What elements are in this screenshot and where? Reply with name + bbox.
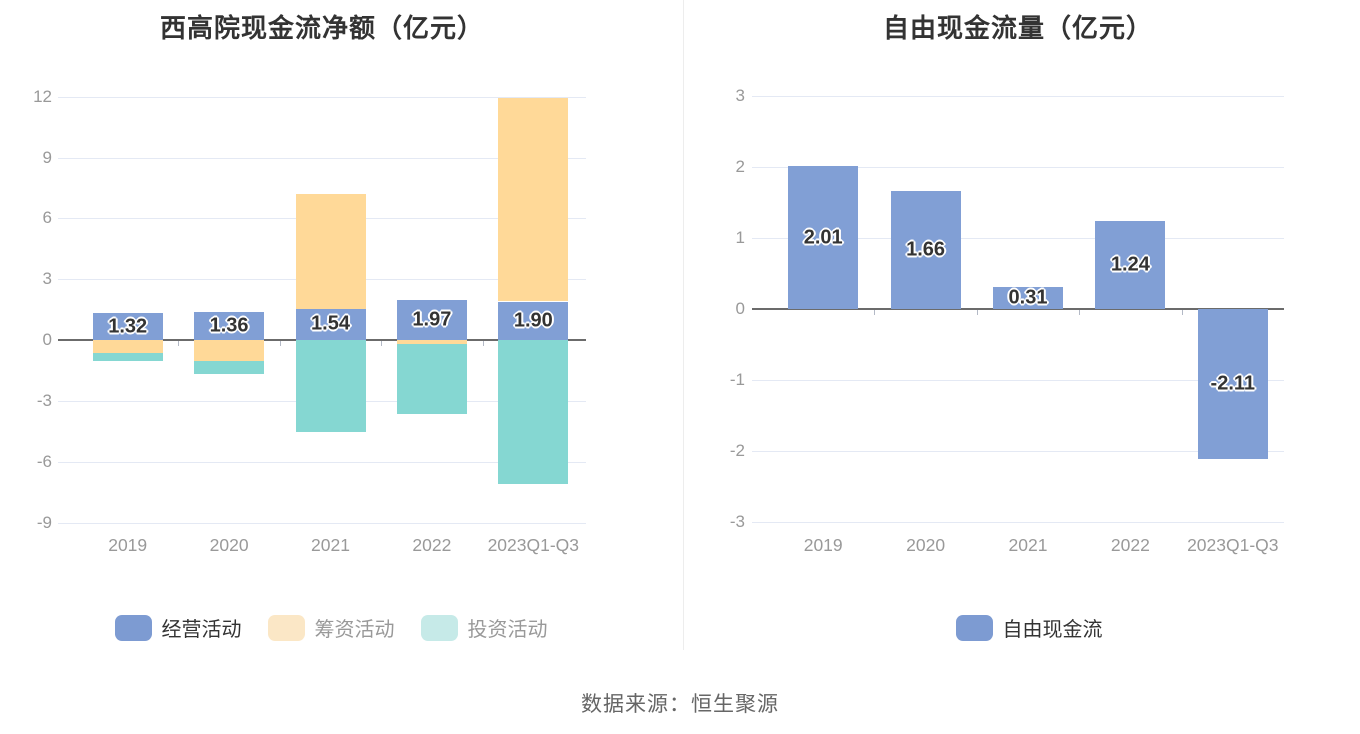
gridline-y--1 [752, 380, 1284, 381]
bar-投资活动-2023Q1-Q3[interactable] [498, 340, 569, 484]
x-axis-label: 2020 [209, 535, 249, 555]
legend-item-投资活动[interactable]: 投资活动 [420, 613, 548, 642]
bar-经营活动-2022[interactable] [396, 300, 467, 340]
x-axis-line [752, 308, 1284, 310]
legend-item-经营活动[interactable]: 经营活动 [114, 613, 242, 642]
x-axis-tick [482, 341, 484, 346]
y-axis-label: 0 [735, 299, 745, 318]
left-chart-legend: 经营活动 筹资活动 投资活动 [21, 613, 641, 642]
bar-投资活动-2019[interactable] [92, 353, 163, 361]
legend-label: 自由现金流 [1002, 619, 1103, 641]
legend-label: 投资活动 [467, 619, 548, 641]
x-axis-tick [381, 341, 383, 346]
y-axis-label: 6 [42, 208, 52, 228]
gridline-y-9 [58, 157, 586, 159]
bar-经营活动-2021[interactable] [295, 308, 366, 340]
y-axis-label: -3 [36, 390, 52, 410]
x-axis-label: 2023Q1-Q3 [1187, 535, 1279, 555]
bar-筹资活动-2021[interactable] [295, 194, 366, 309]
right-chart-legend: 自由现金流 [719, 613, 1339, 642]
gridline-y--6 [58, 461, 586, 463]
value-label: 1.66 [906, 238, 946, 261]
right-chart-title: 自由现金流量（亿元） [882, 13, 1153, 43]
bar-投资活动-2020[interactable] [194, 361, 265, 375]
bar-筹资活动-2019[interactable] [92, 340, 163, 353]
gridline-y-3 [752, 96, 1284, 97]
x-axis-tick [874, 310, 876, 315]
gridline-y--9 [58, 522, 586, 524]
x-axis-tick [976, 310, 978, 315]
value-label: 1.54 [311, 312, 350, 335]
x-axis-tick [178, 341, 180, 346]
x-axis-label: 2023Q1-Q3 [487, 535, 580, 555]
legend-item-筹资活动[interactable]: 筹资活动 [267, 613, 395, 642]
y-axis-label: -9 [36, 512, 52, 532]
legend-label: 经营活动 [161, 619, 242, 641]
x-axis-label: 2022 [412, 535, 452, 555]
y-axis-label: 1 [735, 228, 745, 247]
y-axis-label: 12 [33, 86, 52, 106]
legend-label: 筹资活动 [314, 619, 395, 641]
y-axis-label: 3 [42, 269, 52, 289]
x-axis-label: 2019 [108, 535, 148, 555]
value-label: 1.36 [209, 314, 249, 337]
bar-经营活动-2019[interactable] [92, 313, 163, 340]
legend-item-自由现金流[interactable]: 自由现金流 [955, 613, 1103, 642]
legend-chip-自由现金流 [955, 614, 993, 641]
y-axis-label: 3 [735, 86, 745, 105]
value-label: 0.31 [1008, 286, 1048, 309]
x-axis-label: 2019 [803, 535, 843, 555]
legend-chip-投资活动 [420, 614, 458, 641]
bar-筹资活动-2023Q1-Q3[interactable] [498, 98, 569, 302]
value-label: 1.24 [1110, 253, 1150, 276]
x-axis-label: 2020 [906, 535, 946, 555]
x-axis-label: 2021 [311, 535, 350, 555]
value-label: 2.01 [803, 226, 843, 249]
bar-自由现金流-2022[interactable] [1095, 221, 1166, 309]
gridline-y-12 [58, 96, 586, 98]
y-axis-label: 2 [735, 157, 745, 176]
bar-筹资活动-2022[interactable] [396, 340, 467, 345]
value-label: 1.97 [412, 308, 452, 331]
gridline-y--3 [752, 522, 1284, 523]
y-axis-label: 9 [42, 147, 52, 167]
bar-自由现金流-2019[interactable] [788, 166, 859, 309]
x-axis-tick [279, 341, 281, 346]
x-axis-label: 2022 [1110, 535, 1150, 555]
y-axis-label: -1 [729, 370, 745, 389]
data-source-note: 数据来源：恒生聚源 [581, 693, 779, 716]
value-label: 1.32 [108, 315, 148, 338]
legend-chip-经营活动 [114, 614, 152, 641]
y-axis-label: -3 [729, 512, 745, 531]
left-chart-title: 西高院现金流净额（亿元） [159, 13, 484, 43]
bar-自由现金流-2021[interactable] [993, 287, 1063, 309]
bar-自由现金流-2023Q1-Q3[interactable] [1197, 309, 1268, 459]
gridline-y--2 [752, 451, 1284, 452]
bar-经营活动-2023Q1-Q3[interactable] [498, 301, 569, 340]
gridline-y-1 [752, 238, 1284, 239]
y-axis-label: -2 [729, 441, 745, 460]
bar-经营活动-2020[interactable] [194, 312, 265, 340]
x-axis-label: 2021 [1008, 535, 1048, 555]
x-axis-tick [1079, 310, 1081, 315]
panel-divider [683, 0, 684, 650]
bar-自由现金流-2020[interactable] [890, 191, 961, 309]
value-label: 1.90 [513, 309, 553, 332]
legend-chip-筹资活动 [267, 614, 305, 641]
y-axis-label: 0 [42, 330, 52, 349]
x-axis-tick [1181, 310, 1183, 315]
gridline-y-2 [752, 167, 1284, 168]
bar-筹资活动-2020[interactable] [194, 340, 265, 362]
y-axis-label: -6 [36, 451, 52, 471]
value-label: -2.11 [1210, 372, 1256, 395]
bar-投资活动-2022[interactable] [396, 344, 467, 414]
bar-投资活动-2021[interactable] [295, 340, 366, 432]
